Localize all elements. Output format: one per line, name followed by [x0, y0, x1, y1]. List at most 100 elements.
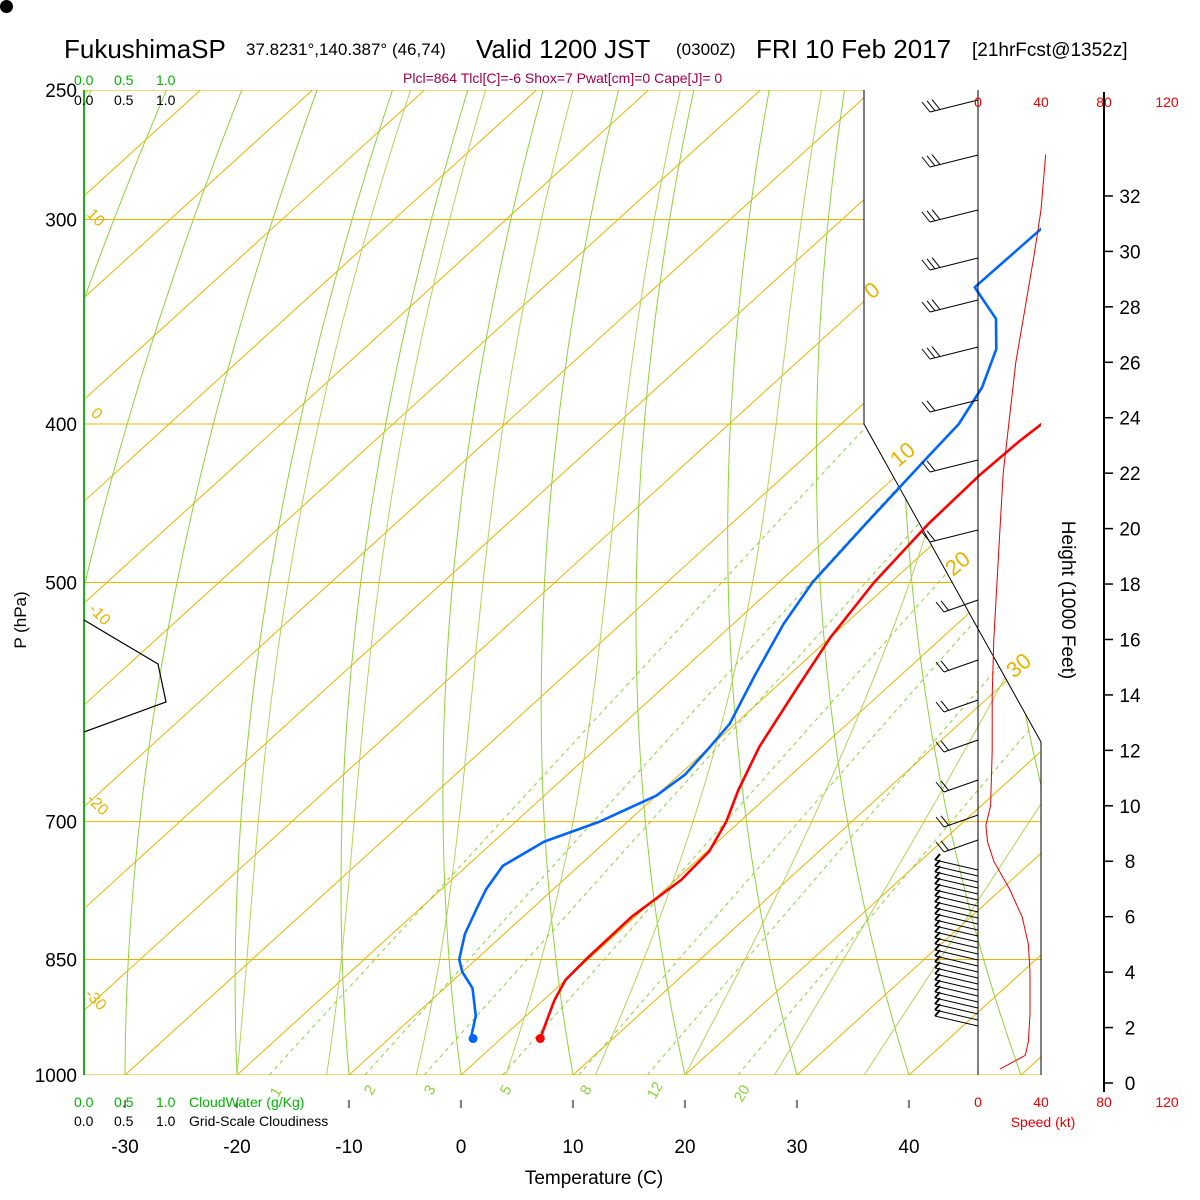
temperature-tick-label: 10 [562, 1137, 583, 1158]
wind-speed-profile [985, 154, 1047, 1070]
mixing-ratio-label: 12 [644, 1079, 667, 1102]
utc-time: (0300Z) [676, 40, 736, 59]
wind-barb-low [934, 907, 979, 919]
wind-barb-shaft [943, 699, 979, 713]
wind-barb-feather [935, 781, 945, 793]
wind-barb-shaft [929, 154, 979, 168]
wind-barb-low [934, 979, 979, 991]
cloudwater-scale-top: 0.5 [114, 72, 134, 88]
wind-barb [921, 154, 979, 168]
y-axis-label: P (hPa) [11, 591, 30, 648]
isotherm-label: 0 [87, 405, 105, 423]
mixing-ratio-label: 8 [577, 1082, 596, 1098]
dry-adiabat-line [635, 90, 695, 1075]
wind-barb-pennant [934, 871, 941, 879]
wind-barb-shaft [943, 779, 979, 793]
wind-barb-feather [931, 99, 941, 110]
height-tick-label: 28 [1119, 298, 1140, 319]
wind-barb-pennant [934, 985, 941, 993]
wind-barb-pennant [934, 997, 941, 1005]
isotherm-line [572, 90, 1041, 1075]
wind-barb-pennant [934, 895, 941, 903]
wind-barb [935, 659, 979, 673]
dry-adiabat-line [1145, 90, 1200, 1075]
wind-barb-feather [926, 100, 936, 112]
isotherm-label: 10 [83, 206, 108, 231]
wind-barb-pennant [934, 931, 941, 939]
wind-barb-shaft [943, 814, 979, 828]
cloudwater-scale-top: 1.0 [156, 72, 176, 88]
station-name: FukushimaSP [64, 34, 226, 64]
speed-tick-bottom: 80 [1096, 1094, 1112, 1110]
height-tick-label: 4 [1125, 963, 1136, 984]
wind-barb-pennant [934, 949, 941, 957]
wind-barb-shaft [929, 346, 979, 360]
wind-barb [935, 779, 979, 793]
temperature-tick-label: -20 [223, 1137, 250, 1158]
mixing-ratio-line [647, 423, 1041, 1075]
wind-barb-feather [921, 259, 931, 271]
station-coordinates: 37.8231°,140.387° (46,74) [246, 40, 446, 59]
speed-tick-top: 120 [1155, 94, 1179, 110]
moist-adiabat-line [236, 90, 412, 1075]
mixing-ratio-label: 2 [361, 1082, 380, 1098]
wind-barb-low [934, 883, 979, 895]
isotherm-line [84, 90, 313, 1075]
height-tick-label: 20 [1119, 520, 1140, 541]
wind-barb-shaft [929, 299, 979, 313]
wind-barb-low [934, 997, 979, 1009]
isotherm-line [1020, 90, 1041, 1075]
wind-barb-feather [926, 530, 936, 542]
height-tick-label: 0 [1125, 1074, 1136, 1095]
mixing-ratio-label: 5 [497, 1082, 516, 1098]
wind-barb-low [934, 925, 979, 937]
speed-tick-bottom: 120 [1155, 1094, 1179, 1110]
wind-barb-low [934, 889, 979, 901]
wind-barb [921, 209, 979, 223]
wind-barb-shaft [929, 399, 979, 413]
wind-barb-pennant [934, 973, 941, 981]
wind-barb-feather [926, 258, 936, 270]
wind-barb-pennant [934, 937, 941, 945]
wind-barb-feather [940, 660, 950, 672]
height-tick-label: 32 [1119, 187, 1140, 208]
temperature-tick-label: 20 [674, 1137, 695, 1158]
wind-barb-pennant [934, 877, 941, 885]
wind-barb-feather [935, 601, 945, 613]
dry-adiabat-label: 10 [885, 437, 920, 472]
wind-barb-low [934, 919, 979, 931]
speed-label: Speed (kt) [1011, 1114, 1076, 1130]
height-tick-label: 2 [1125, 1019, 1136, 1040]
pressure-tick-label: 850 [45, 951, 77, 972]
cloudiness-scale-bottom: 1.0 [156, 1113, 176, 1129]
wind-barb-feather [940, 780, 950, 792]
wind-barb-shaft [929, 99, 979, 113]
wind-barb-low [934, 943, 979, 955]
wind-barb-low [934, 973, 979, 985]
moist-adiabat-line [863, 90, 1041, 1075]
height-tick-label: 8 [1125, 852, 1136, 873]
wind-barb-shaft [943, 599, 979, 613]
isotherm-line [1133, 90, 1200, 1075]
wind-barb-feather [940, 840, 950, 852]
wind-barb-feather [935, 841, 945, 853]
wind-barb-low [934, 985, 979, 997]
wind-barb [921, 99, 979, 113]
wind-barb-low [934, 937, 979, 949]
temperature-tick-label: 30 [786, 1137, 807, 1158]
isotherm-line [84, 90, 537, 1075]
wind-barb-low [934, 865, 979, 877]
pressure-tick-label: 700 [45, 813, 77, 834]
dewpoint-profile [457, 227, 1041, 1040]
wind-barb-feather [921, 401, 931, 413]
wind-barb-feather [921, 461, 931, 473]
height-tick-label: 22 [1119, 464, 1140, 485]
wind-barb [921, 529, 979, 543]
wind-barb-feather [926, 300, 936, 312]
wind-barb-low [934, 991, 979, 1003]
wind-barb-feather [926, 210, 936, 222]
wind-barb-pennant [934, 955, 941, 963]
wind-barb-pennant [934, 865, 941, 873]
wind-barb-feather [935, 661, 945, 673]
